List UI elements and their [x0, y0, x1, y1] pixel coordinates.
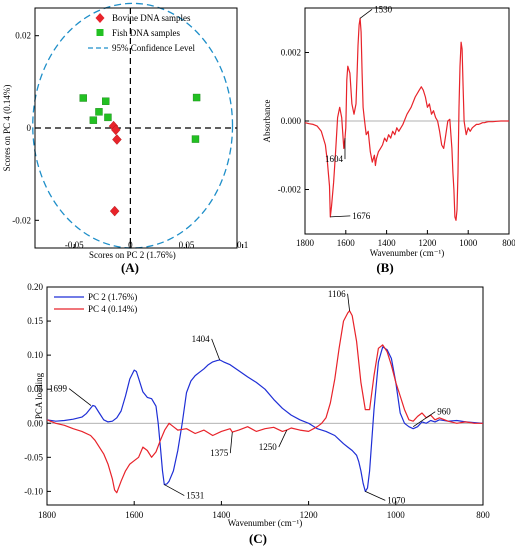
x-axis-title: Wavenumber (cm⁻¹): [228, 518, 302, 528]
bovine-point: [109, 205, 120, 217]
panel-a-scatter: -0.05 0 0.05 0.1 0.02 0 -0.02 Bovine DNA sample…: [2, 2, 248, 260]
fish-point: [192, 93, 201, 102]
peak-1375-arrow: [229, 432, 233, 454]
peak-1531-arrow: [164, 484, 185, 496]
legend-marker-fish: [96, 29, 104, 36]
peak-1404-label: 1404: [192, 334, 211, 344]
y-axis-title: Absorbance: [262, 100, 272, 143]
legend-label-bovine: Bovine DNA samples: [112, 13, 191, 23]
x-tick-label: 1200: [300, 510, 319, 520]
legend-marker-bovine: [95, 13, 105, 23]
x-axis-title: Wavenumber (cm⁻¹): [370, 248, 444, 258]
y-tick-label: 0.05: [27, 384, 43, 394]
legend-label-ellipse: 95% Confidence Level: [112, 43, 195, 53]
panel-a-label: (A): [121, 260, 139, 275]
y-tick-label: -0.05: [24, 452, 43, 462]
x-tick-label: 0: [128, 240, 133, 250]
x-tick-label: 800: [502, 238, 515, 248]
x-tick-label: 0.05: [179, 240, 195, 250]
y-tick-label: -0.02: [12, 215, 31, 225]
y-tick-label: 0.00: [27, 418, 43, 428]
fish-point: [101, 97, 110, 105]
x-tick-label: 1800: [296, 238, 315, 248]
panel-c-label: (C): [249, 531, 267, 546]
peak-1699-label: 1699: [49, 384, 68, 394]
x-tick-label: 1600: [125, 510, 144, 520]
y-tick-label: -0.002: [278, 184, 301, 194]
peak-1699-arrow: [68, 388, 92, 406]
fish-point: [79, 94, 87, 102]
peak-1530-label: 1530: [374, 4, 393, 14]
y-tick-label: -0.10: [24, 486, 43, 496]
x-tick-label: 1400: [378, 238, 397, 248]
fish-point: [89, 116, 98, 124]
peak-960-label: 960: [437, 407, 451, 417]
peak-1676-arrow: [330, 215, 351, 218]
y-tick-label: 0: [27, 123, 32, 133]
x-tick-label: 1400: [212, 510, 231, 520]
y-axis-title: PCA loading: [34, 372, 44, 419]
peak-1070-label: 1070: [387, 495, 406, 505]
peak-960-arrow: [413, 411, 436, 427]
y-tick-label: 0.15: [27, 316, 43, 326]
pc4-line: [46, 310, 483, 494]
peak-1250-arrow: [278, 429, 288, 448]
peak-1375-label: 1375: [210, 448, 229, 458]
x-tick-label: 0.1: [237, 240, 248, 250]
bovine-point: [111, 124, 121, 136]
legend-label-fish: Fish DNA samples: [112, 28, 181, 38]
confidence-ellipse: [32, 2, 234, 249]
y-tick-label: 0.002: [281, 48, 301, 58]
peak-1531-label: 1531: [186, 491, 204, 501]
x-tick-label: -0.05: [65, 240, 84, 250]
x-tick-label: 1000: [387, 510, 406, 520]
fish-point: [191, 135, 200, 143]
x-tick-label: 1200: [418, 238, 437, 248]
legend-label-pc4: PC 4 (0.14%): [88, 304, 137, 314]
y-tick-label: 0.000: [281, 116, 302, 126]
fish-point: [95, 108, 103, 116]
y-tick-label: 0.02: [15, 31, 31, 41]
y-tick-label: 0.20: [27, 282, 43, 292]
pc2-line: [46, 346, 484, 492]
panel-b-label: (B): [376, 260, 393, 275]
fish-point: [104, 113, 112, 122]
spectrum-line: [304, 17, 509, 221]
panel-c-loadings: 1800 1600 1400 1200 1000 800 0.20 0.15 0.10 0.05 0…: [24, 282, 490, 528]
peak-1404-arrow: [211, 338, 221, 361]
peak-1676-label: 1676: [352, 211, 371, 221]
x-tick-label: 1000: [459, 238, 478, 248]
peak-1250-label: 1250: [259, 442, 278, 452]
x-tick-label: 800: [476, 510, 490, 520]
peak-1070-arrow: [365, 491, 386, 501]
x-axis-title: Scores on PC 2 (1.76%): [89, 250, 176, 260]
peak-1604-label: 1604: [325, 154, 344, 164]
peak-1106-label: 1106: [328, 289, 346, 299]
y-tick-label: 0.10: [27, 350, 43, 360]
legend-label-pc2: PC 2 (1.76%): [88, 292, 137, 302]
x-tick-label: 1600: [337, 238, 356, 248]
bovine-point: [112, 134, 122, 145]
plot-frame: [46, 286, 484, 506]
panel-b-spectrum: 1800 1600 1400 1200 1000 800 0.002 0.000 -0.002 1…: [262, 4, 515, 258]
x-tick-label: 1800: [38, 510, 57, 520]
peak-1106-arrow: [347, 293, 350, 311]
y-axis-title: Scores on PC 4 (0.14%): [2, 85, 12, 172]
peak-1530-arrow: [359, 8, 373, 19]
